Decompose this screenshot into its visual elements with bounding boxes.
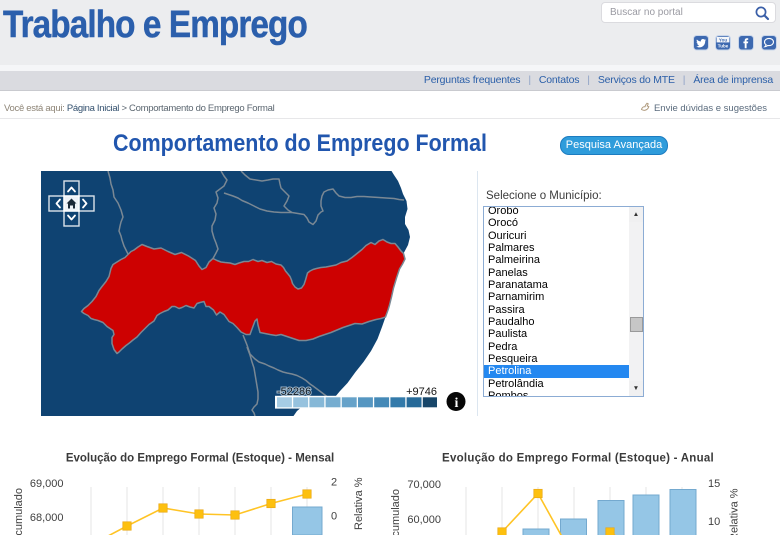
svg-text:Relativa %: Relativa %	[353, 477, 365, 530]
svg-text:Tube: Tube	[718, 44, 729, 49]
svg-text:+9746: +9746	[406, 386, 437, 398]
svg-text:2: 2	[331, 477, 337, 489]
svg-text:70,000: 70,000	[407, 479, 441, 491]
svg-text:15: 15	[708, 478, 720, 490]
svg-text:0: 0	[331, 511, 337, 523]
svg-text:Acumulado: Acumulado	[390, 489, 402, 535]
svg-text:60,000: 60,000	[407, 514, 441, 526]
svg-text:Relativa %: Relativa %	[729, 488, 741, 535]
svg-text:i: i	[455, 396, 459, 411]
svg-text:Evolução do Emprego Formal (Es: Evolução do Emprego Formal (Estoque) - M…	[66, 453, 334, 465]
svg-text:-52286: -52286	[277, 386, 311, 398]
svg-text:68,000: 68,000	[30, 512, 64, 524]
svg-text:69,000: 69,000	[30, 478, 64, 490]
svg-text:You: You	[719, 38, 727, 43]
svg-text:10: 10	[708, 516, 720, 528]
svg-text:Evolução do Emprego Formal (Es: Evolução do Emprego Formal (Estoque) - A…	[442, 453, 714, 465]
svg-text:Acumulado: Acumulado	[13, 488, 25, 535]
